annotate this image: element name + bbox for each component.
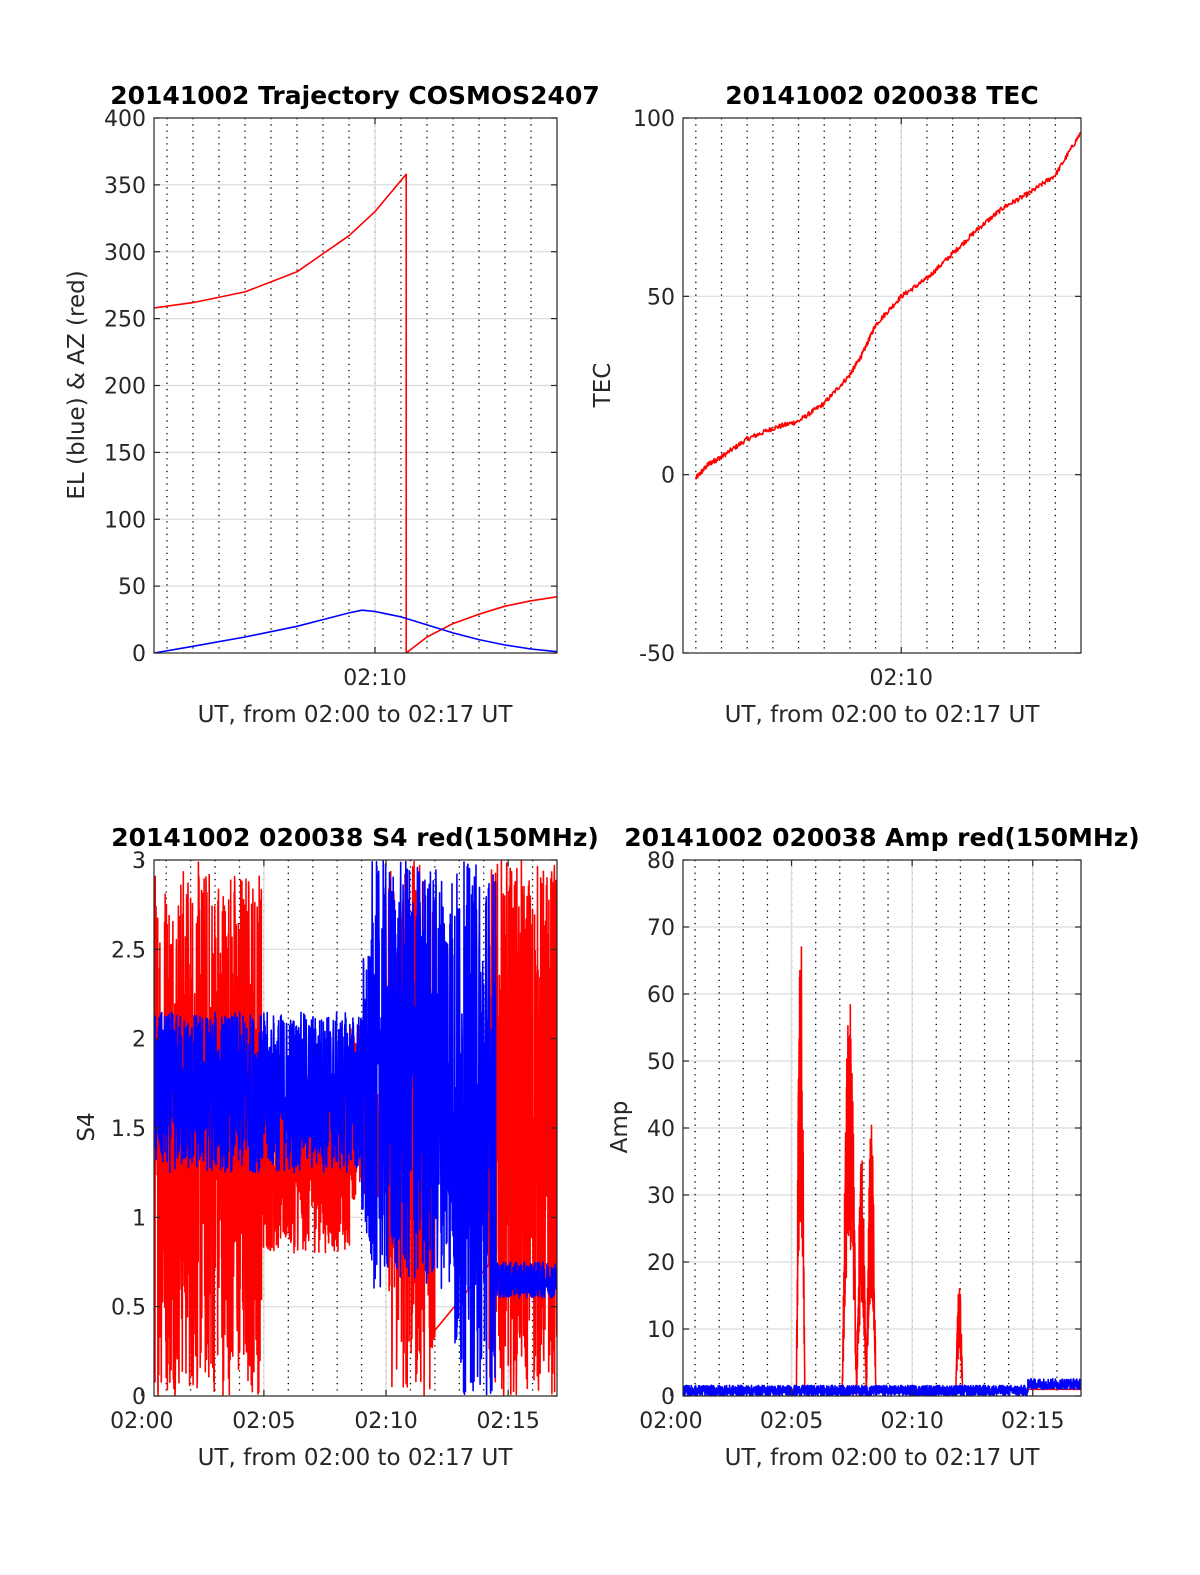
y-tick-label: 3 <box>132 849 146 874</box>
y-tick-label: 0 <box>661 464 675 489</box>
x-axis-label: UT, from 02:00 to 02:17 UT <box>725 1445 1041 1471</box>
x-axis-label: UT, from 02:00 to 02:17 UT <box>198 702 514 728</box>
y-tick-label: 70 <box>647 916 675 941</box>
y-tick-label: 1.5 <box>111 1117 146 1142</box>
x-tick-label: 02:10 <box>354 1409 417 1434</box>
series-line-0 <box>683 946 1081 1396</box>
y-tick-label: 30 <box>647 1184 675 1209</box>
series-line-0 <box>695 131 1081 480</box>
y-tick-label: 100 <box>104 508 146 533</box>
chart-title: 20141002 020038 TEC <box>725 81 1038 110</box>
y-tick-label: 350 <box>104 174 146 199</box>
y-axis-label: TEC <box>590 363 616 409</box>
y-tick-label: -50 <box>639 642 675 667</box>
series-line-1 <box>154 609 557 653</box>
y-tick-label: 0 <box>661 1385 675 1410</box>
x-axis-label: UT, from 02:00 to 02:17 UT <box>725 702 1041 728</box>
y-tick-label: 50 <box>118 575 146 600</box>
x-tick-label: 02:10 <box>870 666 933 691</box>
y-tick-label: 10 <box>647 1318 675 1343</box>
y-tick-label: 2.5 <box>111 938 146 963</box>
plot-frame <box>682 117 1082 654</box>
x-tick-label: 02:15 <box>476 1409 539 1434</box>
x-tick-label: 02:05 <box>232 1409 295 1434</box>
panel-amp: 20141002 020038 Amp red(150MHz) UT, from… <box>607 823 1140 1471</box>
y-tick-label: 250 <box>104 308 146 333</box>
y-tick-label: 40 <box>647 1117 675 1142</box>
y-tick-label: 200 <box>104 375 146 400</box>
x-tick-label: 02:15 <box>1001 1409 1064 1434</box>
y-tick-label: 80 <box>647 849 675 874</box>
panel-s4: 20141002 020038 S4 red(150MHz) UT, from … <box>74 823 599 1471</box>
y-tick-label: 100 <box>633 107 675 132</box>
x-tick-label: 02:00 <box>639 1409 702 1434</box>
y-tick-label: 20 <box>647 1251 675 1276</box>
x-tick-label: 02:10 <box>343 666 406 691</box>
y-axis-label: EL (blue) & AZ (red) <box>64 270 90 499</box>
y-tick-label: 400 <box>104 107 146 132</box>
y-tick-label: 150 <box>104 441 146 466</box>
chart-title: 20141002 020038 S4 red(150MHz) <box>111 823 599 852</box>
y-tick-label: 50 <box>647 285 675 310</box>
y-tick-label: 0 <box>132 1385 146 1410</box>
y-tick-label: 50 <box>647 1050 675 1075</box>
y-tick-label: 0 <box>132 642 146 667</box>
series-line-1 <box>683 1377 1081 1396</box>
y-tick-label: 0.5 <box>111 1296 146 1321</box>
y-tick-label: 60 <box>647 983 675 1008</box>
y-tick-label: 2 <box>132 1028 146 1053</box>
x-axis-label: UT, from 02:00 to 02:17 UT <box>198 1445 514 1471</box>
y-axis-label: Amp <box>607 1101 633 1154</box>
y-tick-label: 1 <box>132 1206 146 1231</box>
series-line-1 <box>154 860 557 1396</box>
chart-title: 20141002 020038 Amp red(150MHz) <box>624 823 1140 852</box>
series-line-0 <box>154 173 557 653</box>
chart-title: 20141002 Trajectory COSMOS2407 <box>110 81 600 110</box>
panel-trajectory: 20141002 Trajectory COSMOS2407 UT, from … <box>64 81 600 728</box>
x-tick-label: 02:05 <box>760 1409 823 1434</box>
y-axis-label: S4 <box>74 1112 100 1141</box>
x-tick-label: 02:00 <box>110 1409 173 1434</box>
x-tick-label: 02:10 <box>880 1409 943 1434</box>
panel-tec: 20141002 020038 TEC UT, from 02:00 to 02… <box>590 81 1082 728</box>
y-tick-label: 300 <box>104 241 146 266</box>
